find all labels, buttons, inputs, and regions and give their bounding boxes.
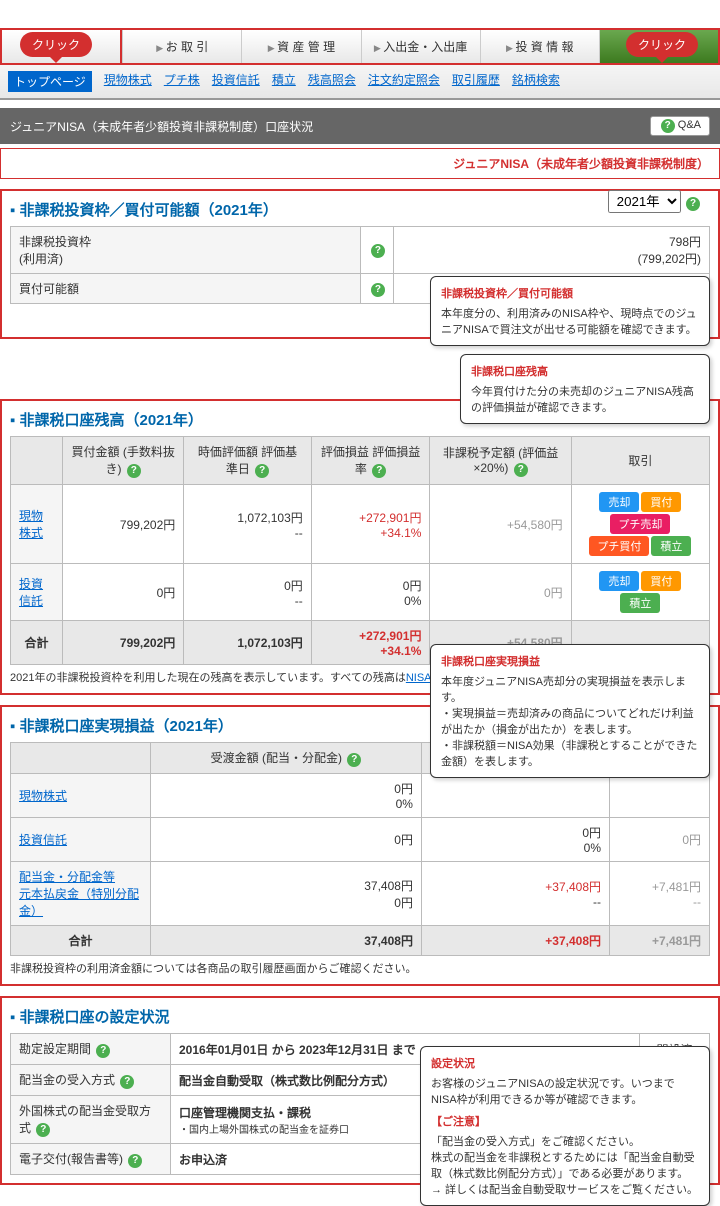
help-icon[interactable]: ? <box>255 464 269 478</box>
sub-nav: トップページ 現物株式 プチ株 投資信託 積立 残高照会 注文約定照会 取引履歴… <box>0 65 720 100</box>
year-select[interactable]: 2021年 <box>608 190 681 213</box>
help-icon: ? <box>661 119 675 133</box>
subnav-accum[interactable]: 積立 <box>272 71 296 92</box>
help-icon[interactable]: ? <box>371 244 385 258</box>
available-row-label: 買付可能額 <box>11 274 361 304</box>
realized-row-funds: 投資信託 0円 0円0% 0円 <box>11 818 710 862</box>
subnav-history[interactable]: 取引履歴 <box>452 71 500 92</box>
accum-button[interactable]: 積立 <box>651 536 691 556</box>
nav-tab-assets[interactable]: 資 産 管 理 <box>241 30 360 63</box>
realized-note: 非課税投資枠の利用済金額については各商品の取引履歴画面からご確認ください。 <box>10 960 710 976</box>
balance-table: 買付金額 (手数料抜き) ? 時価評価額 評価基準日 ? 評価損益 評価損益率 … <box>10 436 710 665</box>
main-nav: ージ お 取 引 資 産 管 理 入出金・入出庫 投 資 情 報 ＮＩＳＡ <box>0 28 720 65</box>
balance-row-funds: 投資信託 0円 0円-- 0円0% 0円 売却買付積立 <box>11 564 710 621</box>
funds-link[interactable]: 投資信託 <box>19 833 67 847</box>
page-title: ジュニアNISA（未成年者少額投資非課税制度）口座状況 <box>10 118 313 135</box>
subnav-balance[interactable]: 残高照会 <box>308 71 356 92</box>
subnav-funds[interactable]: 投資信託 <box>212 71 260 92</box>
subnav-stocks[interactable]: 現物株式 <box>104 71 152 92</box>
help-icon[interactable]: ? <box>514 463 528 477</box>
funds-link[interactable]: 投資信託 <box>19 577 43 608</box>
help-icon[interactable]: ? <box>347 753 361 767</box>
puchi-sell-button[interactable]: プチ売却 <box>610 514 670 534</box>
nav-tab-info[interactable]: 投 資 情 報 <box>480 30 599 63</box>
realized-total-row: 合計 37,408円 +37,408円 +7,481円 <box>11 926 710 956</box>
subnav-search[interactable]: 銘柄検索 <box>512 71 560 92</box>
help-icon[interactable]: ? <box>686 197 700 211</box>
callout-balance: 非課税口座残高 今年買付けた分の未売却のジュニアNISA残高の評価損益が確認でき… <box>460 354 710 424</box>
balance-row-stocks: 現物株式 799,202円 1,072,103円-- +272,901円+34.… <box>11 485 710 564</box>
nav-tab-cash[interactable]: 入出金・入出庫 <box>361 30 480 63</box>
callout-settings: 設定状況 お客様のジュニアNISAの設定状況です。いつまでNISA枠が利用できる… <box>420 1046 710 1206</box>
callout-quota: 非課税投資枠／買付可能額 本年度分の、利用済みのNISA枠や、現時点でのジュニア… <box>430 276 710 346</box>
accum-button[interactable]: 積立 <box>620 593 660 613</box>
quota-row-label: 非課税投資枠(利用済) <box>11 227 361 274</box>
help-icon[interactable]: ? <box>372 464 386 478</box>
callout-realized: 非課税口座実現損益 本年度ジュニアNISA売却分の実現損益を表示します。 ・実現… <box>430 644 710 778</box>
qa-button[interactable]: ? Q&A <box>650 116 710 136</box>
help-icon[interactable]: ? <box>128 1154 142 1168</box>
year-selector: 2021年 ? <box>608 190 700 213</box>
page-title-bar: ジュニアNISA（未成年者少額投資非課税制度）口座状況 ? Q&A <box>0 108 720 144</box>
sell-button[interactable]: 売却 <box>599 492 639 512</box>
quota-row-value: 798円(799,202円) <box>393 227 709 274</box>
help-icon[interactable]: ? <box>36 1123 50 1137</box>
help-icon[interactable]: ? <box>96 1044 110 1058</box>
help-icon[interactable]: ? <box>127 464 141 478</box>
dividends-link[interactable]: 配当金・分配金等 元本払戻金（特別分配金） <box>19 870 139 918</box>
red-banner: ジュニアNISA（未成年者少額投資非課税制度） <box>0 148 720 179</box>
puchi-buy-button[interactable]: プチ買付 <box>589 536 649 556</box>
section-settings-title: 非課税口座の設定状況 <box>10 1006 710 1027</box>
buy-button[interactable]: 買付 <box>641 571 681 591</box>
click-tooltip-1: クリック <box>20 32 92 57</box>
buy-button[interactable]: 買付 <box>641 492 681 512</box>
help-icon[interactable]: ? <box>120 1075 134 1089</box>
subnav-orders[interactable]: 注文約定照会 <box>368 71 440 92</box>
stocks-link[interactable]: 現物株式 <box>19 789 67 803</box>
subnav-puchi[interactable]: プチ株 <box>164 71 200 92</box>
click-tooltip-2: クリック <box>626 32 698 57</box>
section-quota-title: 非課税投資枠／買付可能額（2021年） <box>10 199 710 220</box>
realized-row-stocks: 現物株式 0円0% <box>11 774 710 818</box>
subnav-current[interactable]: トップページ <box>8 71 92 92</box>
nav-tab-trade[interactable]: お 取 引 <box>122 30 241 63</box>
help-icon[interactable]: ? <box>371 283 385 297</box>
realized-row-dividends: 配当金・分配金等 元本払戻金（特別分配金） 37,408円0円 +37,408円… <box>11 862 710 926</box>
sell-button[interactable]: 売却 <box>599 571 639 591</box>
stocks-link[interactable]: 現物株式 <box>19 509 43 540</box>
